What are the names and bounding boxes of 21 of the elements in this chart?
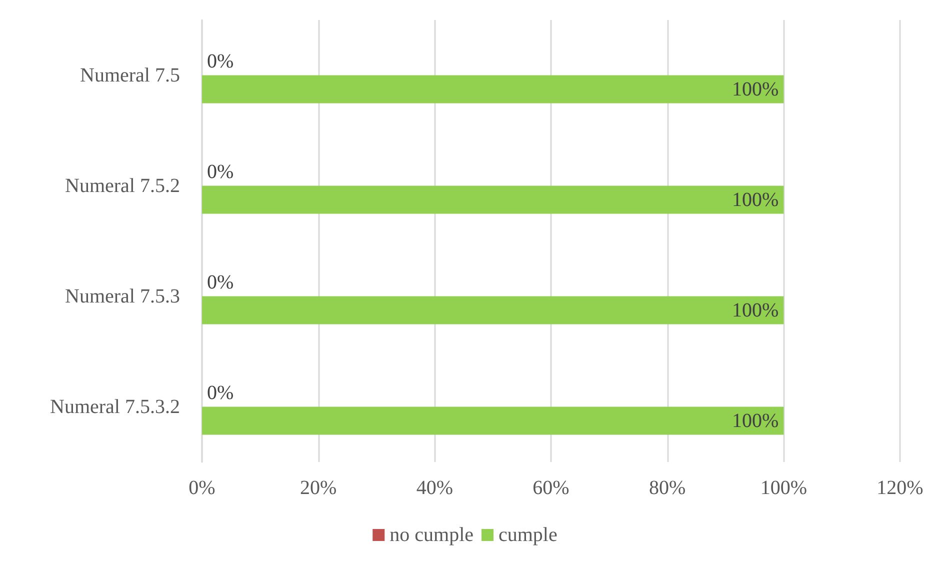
x-tick-label: 100% [760, 477, 808, 499]
x-tick-label: 0% [188, 477, 216, 499]
data-label: 0% [207, 160, 234, 183]
y-tick-label: Numeral 7.5.3.2 [50, 396, 180, 418]
data-label: 100% [732, 188, 779, 211]
data-label: 0% [207, 382, 234, 404]
data-label: 100% [732, 78, 779, 100]
y-tick-label: Numeral 7.5.2 [65, 174, 180, 197]
legend-label: cumple [498, 524, 558, 546]
data-label: 100% [732, 410, 779, 432]
data-label: 100% [732, 299, 779, 322]
x-tick-label: 60% [532, 477, 570, 499]
x-tick-label: 120% [876, 477, 924, 499]
y-tick-label: Numeral 7.5 [80, 64, 180, 86]
legend-label: no cumple [390, 524, 474, 546]
x-tick-label: 80% [648, 477, 686, 499]
y-tick-label: Numeral 7.5.3 [65, 285, 180, 308]
x-tick-label: 20% [300, 477, 337, 499]
x-tick-label: 40% [416, 477, 454, 499]
data-label: 0% [207, 271, 234, 294]
data-label: 0% [207, 50, 234, 72]
